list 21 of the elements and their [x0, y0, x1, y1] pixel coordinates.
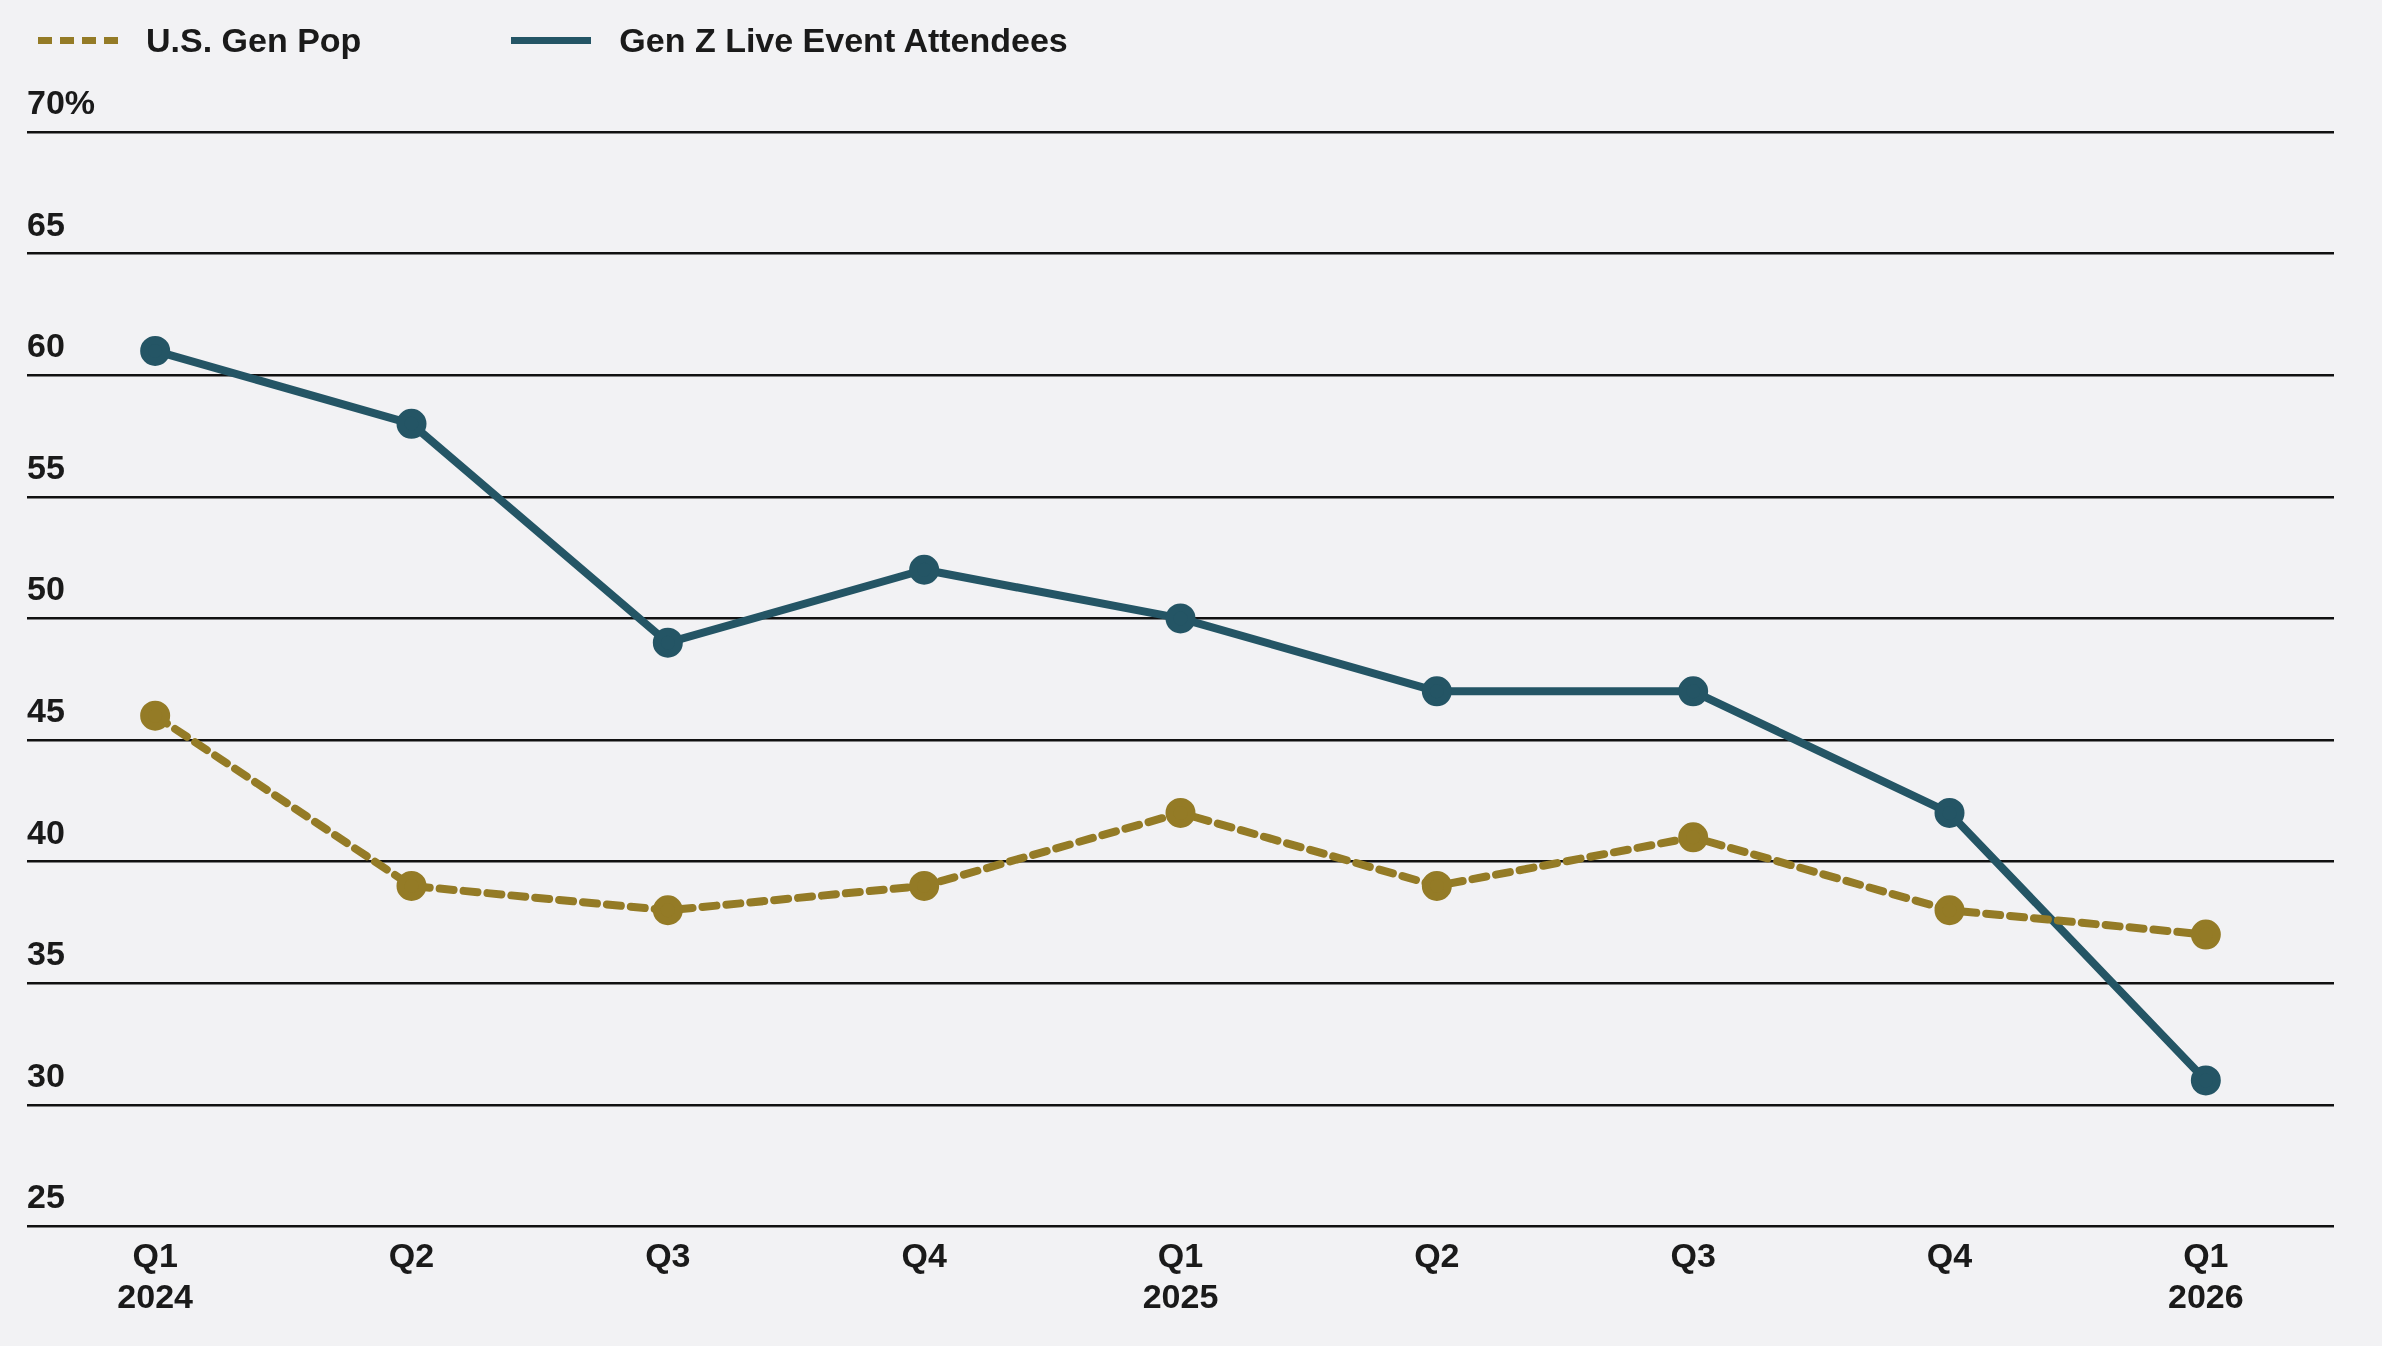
y-tick-label: 65 [27, 204, 65, 243]
x-tick-label: Q1 2025 [1142, 1236, 1219, 1315]
y-tick-label: 60 [27, 326, 65, 365]
x-tick-label: Q1 2026 [2168, 1236, 2244, 1315]
y-tick-label: 55 [27, 447, 65, 486]
legend-label: Gen Z Live Event Attendees [619, 20, 1068, 60]
y-tick-label: 25 [27, 1177, 65, 1216]
x-tick-label: Q1 2024 [117, 1236, 194, 1315]
y-tick-label: 70% [27, 83, 96, 121]
x-tick-label: Q3 [645, 1236, 691, 1275]
legend-label: U.S. Gen Pop [146, 20, 362, 60]
x-tick-label: Q3 [1670, 1236, 1716, 1275]
y-tick-label: 50 [27, 569, 65, 608]
x-tick-label: Q2 [1414, 1236, 1460, 1275]
y-tick-label: 30 [27, 1055, 65, 1094]
x-tick-label: Q2 [388, 1236, 435, 1275]
x-tick-label: Q4 [1926, 1236, 1973, 1275]
y-tick-label: 40 [27, 812, 65, 851]
y-tick-label: 45 [27, 691, 65, 729]
x-tick-label: Q4 [901, 1236, 947, 1275]
y-tick-label: 35 [27, 934, 65, 973]
